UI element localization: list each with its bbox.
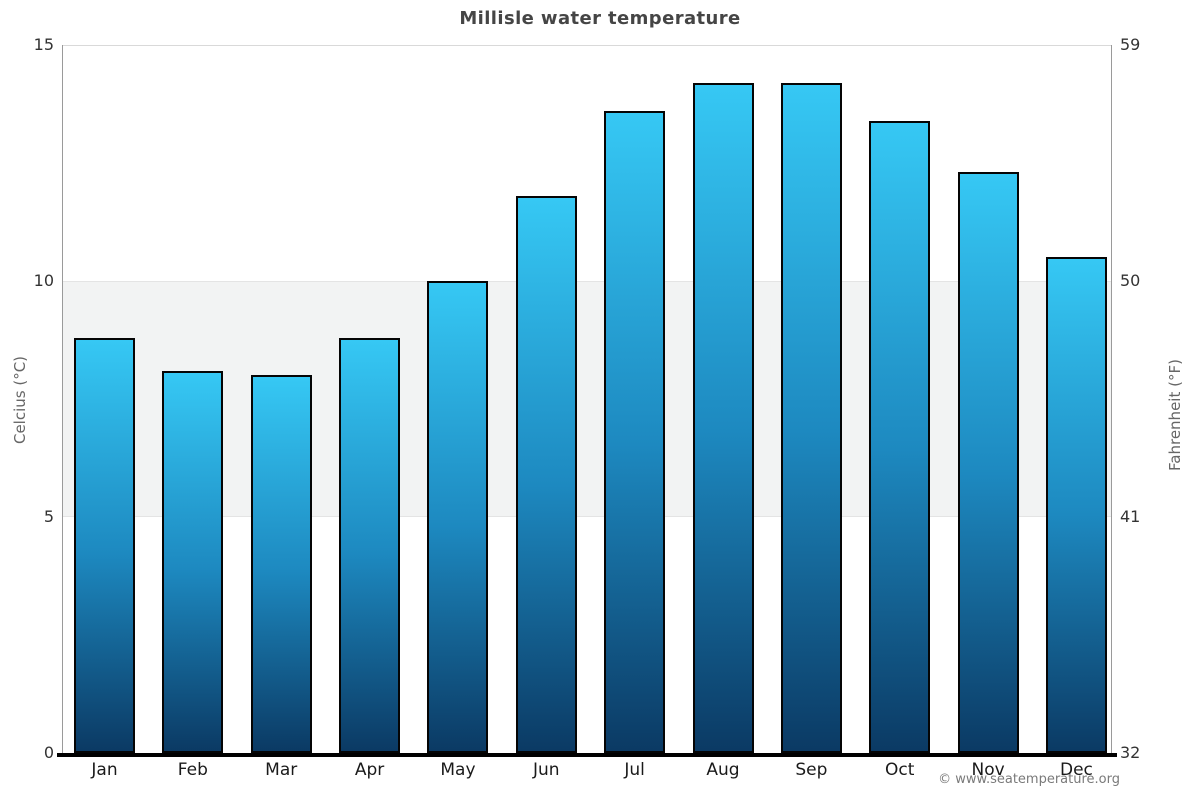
fahrenheit-tick-32: 32 bbox=[1120, 743, 1141, 762]
x-tick-aug: Aug bbox=[706, 760, 740, 780]
x-tick-nov: Nov bbox=[971, 760, 1005, 780]
bar-may bbox=[427, 281, 489, 753]
x-axis-line bbox=[57, 753, 1117, 757]
bar-apr bbox=[339, 338, 401, 753]
celsius-tick-5: 5 bbox=[43, 507, 54, 526]
celsius-tick-15: 15 bbox=[33, 35, 54, 54]
bar-nov bbox=[957, 172, 1019, 753]
x-tick-sep: Sep bbox=[795, 760, 828, 780]
bar-mar bbox=[250, 375, 312, 753]
bar-jun bbox=[515, 196, 577, 753]
plot-band bbox=[62, 281, 1112, 517]
y-axis-title-fahrenheit: Fahrenheit (°F) bbox=[1166, 359, 1184, 471]
x-tick-apr: Apr bbox=[354, 760, 385, 780]
bar-aug bbox=[692, 83, 754, 753]
bar-feb bbox=[162, 371, 224, 753]
x-tick-jul: Jul bbox=[624, 760, 645, 780]
fahrenheit-tick-50: 50 bbox=[1120, 271, 1141, 290]
bar-jan bbox=[74, 338, 135, 753]
fahrenheit-tick-59: 59 bbox=[1120, 35, 1141, 54]
y-axis-title-celsius: Celcius (°C) bbox=[11, 355, 29, 445]
celsius-tick-10: 10 bbox=[33, 271, 54, 290]
bar-sep bbox=[780, 83, 842, 753]
top-gridline bbox=[62, 45, 1112, 46]
chart-title: Millisle water temperature bbox=[459, 8, 741, 29]
fahrenheit-axis-line bbox=[1111, 45, 1112, 753]
x-tick-dec: Dec bbox=[1060, 760, 1093, 780]
fahrenheit-tick-41: 41 bbox=[1120, 507, 1141, 526]
celsius-tick-0: 0 bbox=[43, 743, 54, 762]
celsius-axis-line bbox=[62, 45, 63, 753]
bar-jul bbox=[604, 111, 666, 753]
x-tick-may: May bbox=[440, 760, 476, 780]
copyright-link[interactable]: © www.seatemperature.org bbox=[938, 772, 1120, 787]
x-tick-mar: Mar bbox=[265, 760, 298, 780]
x-tick-oct: Oct bbox=[885, 760, 915, 780]
x-tick-feb: Feb bbox=[177, 760, 208, 780]
plot-area bbox=[62, 45, 1112, 753]
bar-oct bbox=[869, 121, 931, 753]
x-tick-jun: Jun bbox=[533, 760, 560, 780]
bar-dec bbox=[1045, 257, 1107, 753]
x-tick-jan: Jan bbox=[91, 760, 118, 780]
